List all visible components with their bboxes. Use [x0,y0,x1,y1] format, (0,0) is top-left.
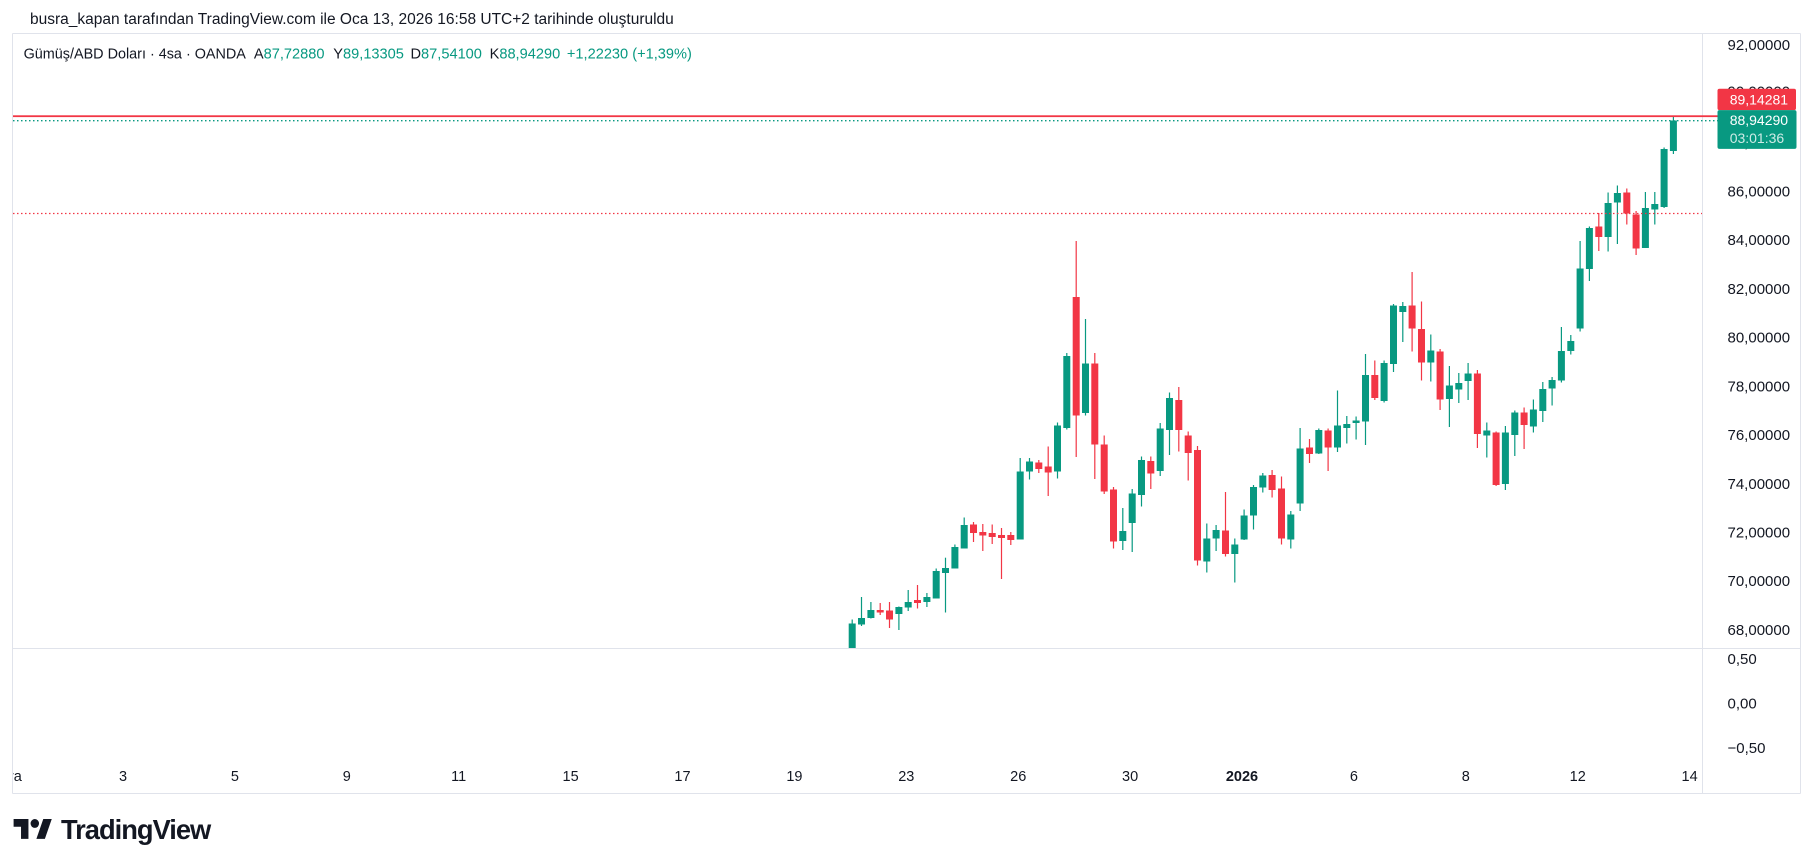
svg-text:busra_kapan tarafından Trading: busra_kapan tarafından TradingView.com i… [30,11,674,28]
svg-text:30: 30 [1122,769,1138,785]
svg-text:5: 5 [231,769,239,785]
svg-text:Gümüş/ABD Doları · 4sa · OANDA: Gümüş/ABD Doları · 4sa · OANDA [24,46,247,62]
svg-text:TradingView: TradingView [61,814,212,845]
svg-text:15: 15 [563,769,579,785]
svg-text:8: 8 [1462,769,1470,785]
svg-text:68,00000: 68,00000 [1728,622,1791,639]
svg-text:A87,72880: A87,72880 [254,46,325,62]
svg-text:0,50: 0,50 [1728,651,1757,668]
svg-text:89,14281: 89,14281 [1730,92,1789,108]
svg-text:23: 23 [898,769,914,785]
svg-text:−0,50: −0,50 [1728,740,1766,757]
svg-text:92,00000: 92,00000 [1728,37,1791,54]
svg-text:78,00000: 78,00000 [1728,378,1791,395]
svg-text:+1,22230 (+1,39%): +1,22230 (+1,39%) [567,46,692,62]
svg-text:K88,94290: K88,94290 [490,46,561,62]
svg-text:Ara: Ara [0,769,23,785]
svg-text:88,94290: 88,94290 [1730,112,1789,128]
svg-text:86,00000: 86,00000 [1728,183,1791,200]
svg-text:74,00000: 74,00000 [1728,476,1791,493]
svg-text:3: 3 [119,769,127,785]
svg-text:Y89,13305: Y89,13305 [333,46,404,62]
svg-text:D87,54100: D87,54100 [411,46,482,62]
svg-text:82,00000: 82,00000 [1728,281,1791,298]
svg-text:17: 17 [674,769,690,785]
svg-text:9: 9 [343,769,351,785]
svg-text:84,00000: 84,00000 [1728,232,1791,249]
svg-text:2026: 2026 [1226,769,1258,785]
svg-text:0,00: 0,00 [1728,696,1757,713]
svg-text:6: 6 [1350,769,1358,785]
svg-text:72,00000: 72,00000 [1728,525,1791,542]
svg-text:80,00000: 80,00000 [1728,330,1791,347]
svg-text:76,00000: 76,00000 [1728,427,1791,444]
svg-text:26: 26 [1010,769,1026,785]
svg-text:03:01:36: 03:01:36 [1730,130,1785,146]
svg-text:11: 11 [451,769,466,785]
svg-text:70,00000: 70,00000 [1728,573,1791,590]
svg-text:19: 19 [786,769,802,785]
svg-text:14: 14 [1682,769,1698,785]
svg-text:12: 12 [1570,769,1586,785]
